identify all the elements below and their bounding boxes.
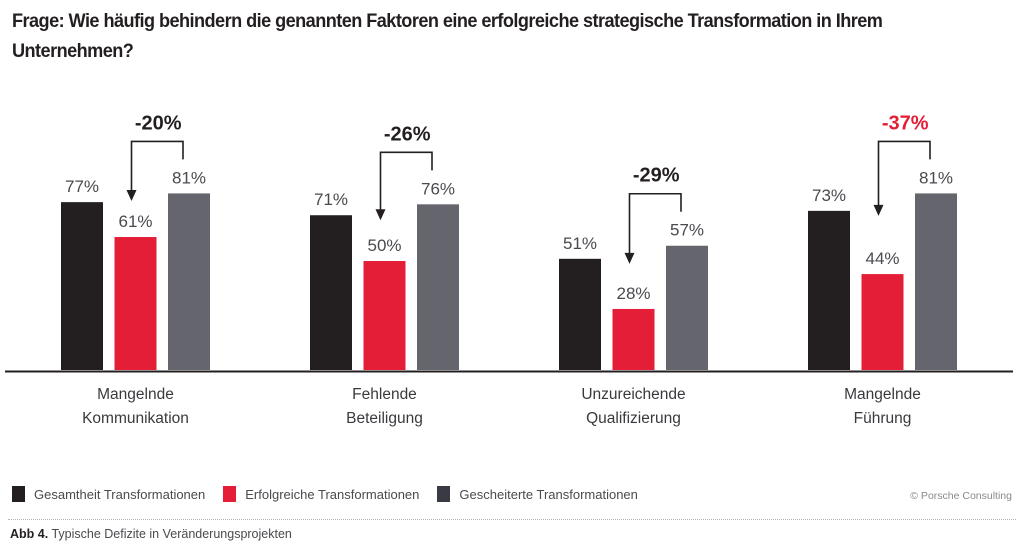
category-label: Mangelnde xyxy=(97,386,174,403)
bar xyxy=(915,193,957,370)
category-label: Führung xyxy=(854,410,912,427)
value-label: 61% xyxy=(118,212,152,231)
value-label: 77% xyxy=(65,177,99,196)
bar xyxy=(666,245,708,370)
caption-label: Abb 4. xyxy=(10,527,49,541)
bar xyxy=(363,261,406,370)
legend-label: Gesamtheit Transformationen xyxy=(34,486,206,502)
bar xyxy=(808,210,850,370)
value-label: 57% xyxy=(670,221,704,240)
figure-caption: Abb 4. Typische Defizite in Veränderungs… xyxy=(10,527,292,541)
value-label: 81% xyxy=(172,168,206,187)
value-label: 28% xyxy=(616,284,650,303)
value-label: 44% xyxy=(865,249,899,268)
legend-swatch xyxy=(437,486,451,502)
category-label: Qualifizierung xyxy=(586,410,681,427)
bracket-arrow-line xyxy=(877,140,931,207)
bar xyxy=(61,202,103,370)
bar-chart: 77% 61% 81% -20% Mangelnde Kommunikation 71% 50… xyxy=(5,112,1013,427)
value-label: 73% xyxy=(812,186,846,205)
legend: Gesamtheit Transformationen Erfolgreiche… xyxy=(12,486,656,502)
bar xyxy=(310,215,352,370)
legend-item-erfolgreiche: Erfolgreiche Transformationen xyxy=(223,486,419,502)
category-label: Beteiligung xyxy=(346,410,423,427)
caption-text: Typische Defizite in Veränderungsprojekt… xyxy=(48,527,292,541)
bar xyxy=(612,308,655,370)
value-label: 81% xyxy=(919,168,953,187)
legend-label: Erfolgreiche Transformationen xyxy=(245,486,420,502)
category-label: Mangelnde xyxy=(844,386,921,403)
legend-item-gesamtheit: Gesamtheit Transformationen xyxy=(12,486,205,502)
category-label: Kommunikation xyxy=(82,410,189,427)
bar xyxy=(417,204,459,370)
dotted-divider xyxy=(8,519,1016,520)
bracket-arrow-line xyxy=(379,151,433,212)
chart-title: Frage: Wie häufig behindern die genannte… xyxy=(12,10,883,62)
category-label: Fehlende xyxy=(352,386,417,403)
value-label: 50% xyxy=(367,236,401,255)
arrow-head-icon xyxy=(873,204,884,216)
bracket-arrow-line xyxy=(628,192,682,255)
copyright-credit: © Porsche Consulting xyxy=(910,490,1012,502)
legend-swatch xyxy=(12,486,25,502)
bracket-arrow-line xyxy=(130,140,184,193)
difference-annotation: -37% xyxy=(882,112,929,134)
legend-swatch xyxy=(223,486,237,502)
difference-annotation: -29% xyxy=(633,165,680,187)
value-label: 76% xyxy=(421,179,455,198)
bar xyxy=(559,258,601,370)
legend-label: Gescheiterte Transformationen xyxy=(459,486,638,502)
category-label: Unzureichende xyxy=(581,386,685,403)
bar xyxy=(168,193,210,370)
value-label: 71% xyxy=(314,190,348,209)
difference-annotation: -26% xyxy=(384,123,431,145)
bar xyxy=(114,237,157,370)
arrow-head-icon xyxy=(624,252,635,264)
legend-item-gescheiterte: Gescheiterte Transformationen xyxy=(437,486,638,502)
difference-annotation: -20% xyxy=(135,112,182,134)
arrow-head-icon xyxy=(375,209,386,221)
bar xyxy=(861,274,904,370)
arrow-head-icon xyxy=(126,190,137,202)
value-label: 51% xyxy=(563,234,597,253)
